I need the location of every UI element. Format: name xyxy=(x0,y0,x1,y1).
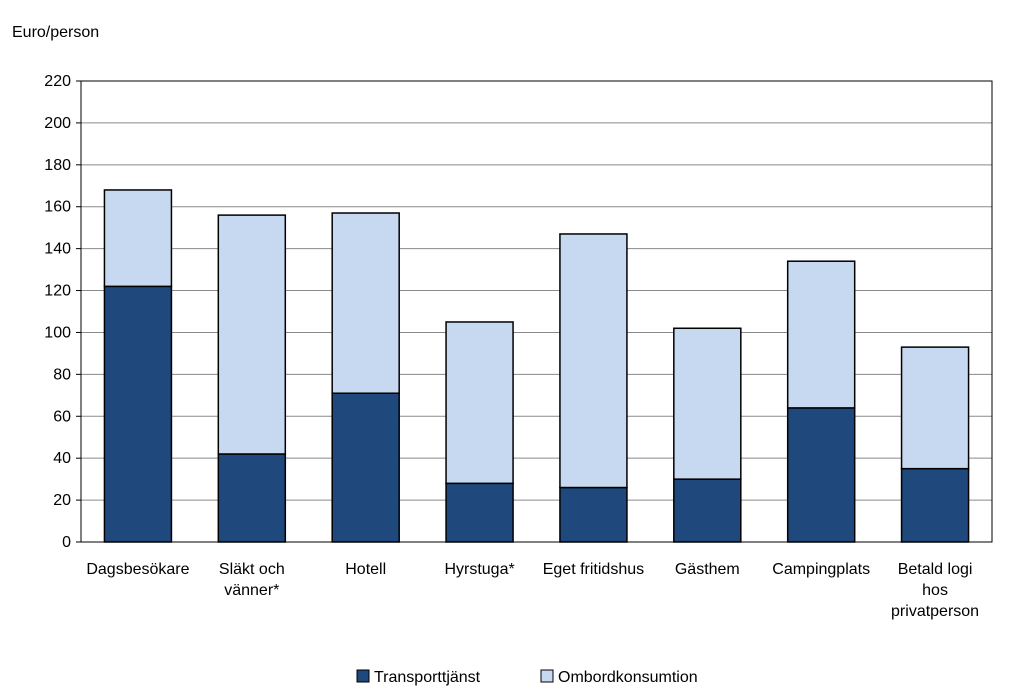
y-tick-label: 200 xyxy=(44,115,71,132)
y-tick-label: 0 xyxy=(62,534,71,551)
x-tick-label: Släkt och vänner* xyxy=(219,561,285,599)
bar-segment-ombordkonsumtion xyxy=(786,260,856,409)
bar-segment-transporttjanst xyxy=(900,467,970,543)
y-tick-label: 100 xyxy=(44,324,71,341)
y-tick-label: 80 xyxy=(53,366,71,383)
bar-segment-transporttjanst xyxy=(673,478,742,543)
bar-segment-transporttjanst xyxy=(331,392,400,543)
x-tick-labels: Dagsbesökare Släkt och vänner* Hotell Hyrstu… xyxy=(86,561,979,620)
bar-segment-transporttjanst xyxy=(217,453,287,543)
y-tick-label: 220 xyxy=(44,73,71,90)
x-tick-label: Hotell xyxy=(345,561,386,578)
x-tick-label: Campingplats xyxy=(772,561,870,578)
legend-swatch xyxy=(356,669,370,683)
x-tick-label: Gästhem xyxy=(675,561,740,578)
bar-segment-transporttjanst xyxy=(559,486,628,543)
y-tick-label: 60 xyxy=(53,408,71,425)
legend-swatch xyxy=(540,669,554,683)
y-tick-label: 180 xyxy=(44,157,71,174)
bar-segment-ombordkonsumtion xyxy=(445,321,514,485)
y-axis-label: Euro/person xyxy=(12,24,99,41)
bars xyxy=(103,189,970,543)
y-tick-label: 140 xyxy=(44,241,71,258)
bar-segment-ombordkonsumtion xyxy=(673,327,742,480)
legend-label: Transporttjänst xyxy=(374,669,481,686)
bar-segment-transporttjanst xyxy=(103,285,173,543)
x-tick-label: Eget fritidshus xyxy=(543,561,644,578)
bar-segment-ombordkonsumtion xyxy=(331,212,400,394)
plot-frame xyxy=(80,80,993,543)
bar-segment-ombordkonsumtion xyxy=(559,233,628,489)
y-tick-label: 40 xyxy=(53,450,71,467)
y-tick-label: 160 xyxy=(44,199,71,216)
bar-segment-transporttjanst xyxy=(445,482,514,543)
y-tick-labels: 0 20 40 60 80 100 120 140 160 180 200 220 xyxy=(44,73,71,551)
x-tick-label: Betald logi hos privatperson xyxy=(891,561,979,620)
bar-segment-ombordkonsumtion xyxy=(900,346,970,470)
x-tick-label: Hyrstuga* xyxy=(444,561,514,578)
legend: Transporttjänst Ombordkonsumtion xyxy=(356,669,698,686)
bar-segment-ombordkonsumtion xyxy=(217,214,287,455)
bar-segment-ombordkonsumtion xyxy=(103,189,173,288)
axes xyxy=(76,80,993,543)
y-tick-label: 120 xyxy=(44,283,71,300)
bar-segment-transporttjanst xyxy=(786,407,856,543)
legend-label: Ombordkonsumtion xyxy=(558,669,698,686)
x-tick-label: Dagsbesökare xyxy=(86,561,189,578)
y-tick-label: 20 xyxy=(53,492,71,509)
